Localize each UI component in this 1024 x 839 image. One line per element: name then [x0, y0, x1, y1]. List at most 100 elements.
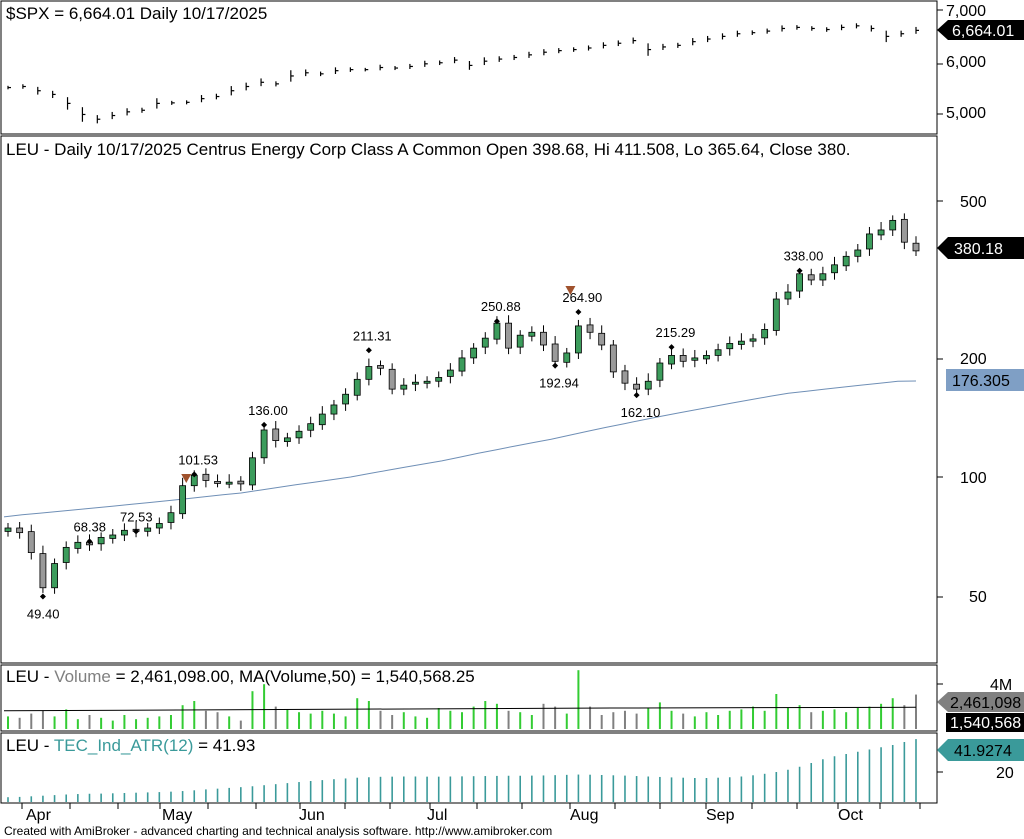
ma-last-tag: 176.305: [946, 369, 1024, 391]
candle-body: [470, 347, 478, 359]
spx-title: $SPX = 6,664.01 Daily 10/17/2025: [6, 4, 267, 23]
candle-body: [272, 428, 280, 441]
month-label: Oct: [838, 807, 863, 824]
price-tick-label: 500: [960, 194, 987, 211]
month-label: Aug: [570, 807, 598, 824]
price-last-tag: 380.18: [937, 237, 1024, 259]
month-label: Apr: [26, 807, 52, 824]
volume-series: [3, 670, 917, 729]
candle-body: [400, 384, 408, 390]
spx-tick-label: 7,000: [946, 3, 986, 20]
pivot-marker: [39, 593, 46, 600]
candle-body: [144, 527, 152, 532]
axes: [21, 9, 943, 809]
candle-body: [435, 377, 443, 382]
candle-body: [4, 527, 12, 532]
month-label: Sep: [706, 807, 735, 824]
candle-body: [505, 322, 512, 349]
atr-title: LEU - TEC_Ind_ATR(12) = 41.93: [6, 736, 255, 755]
volume-ma-tag-text: 1,540,568: [950, 715, 1021, 732]
candle-body: [249, 457, 256, 486]
candle-body: [237, 480, 245, 485]
atr-title-name: TEC_Ind_ATR(12): [54, 736, 194, 755]
candle-body: [74, 541, 82, 549]
candle-body: [214, 481, 221, 484]
price-tick-label: 200: [960, 351, 987, 368]
candle-body: [679, 355, 687, 362]
candle-body: [877, 229, 885, 236]
candle-body: [388, 368, 396, 390]
candle-body: [528, 331, 536, 337]
candle-body: [295, 430, 303, 439]
candle-body: [575, 325, 582, 354]
volume-title-prefix: LEU -: [6, 667, 54, 686]
pivot-label: 215.29: [656, 325, 696, 340]
month-label: Jul: [427, 807, 447, 824]
pivot-marker: [633, 392, 640, 399]
candle-body: [842, 255, 850, 267]
spx-tick-label: 6,000: [946, 54, 986, 71]
volume-panel-frame: [0, 664, 938, 732]
volume-title: LEU - Volume = 2,461,098.00, MA(Volume,5…: [6, 667, 475, 686]
candle-body: [39, 553, 47, 589]
volume-last-tag: 2,461,098: [937, 692, 1024, 712]
pivot-label: 136.00: [248, 403, 288, 418]
candle-body: [609, 344, 617, 373]
candle-body: [62, 546, 70, 563]
atr-tick-label: 20: [996, 765, 1014, 782]
candle-body: [412, 381, 419, 385]
candle-body: [563, 352, 571, 363]
pivot-marker: [133, 528, 140, 535]
candle-body: [691, 357, 699, 361]
pivot-marker: [261, 421, 268, 428]
volume-ma-tag: 1,540,568: [946, 713, 1024, 732]
candle-body: [819, 273, 827, 281]
candle-body: [377, 365, 384, 369]
candle-body: [109, 534, 117, 539]
volume-tick-label: 4M: [990, 677, 1012, 694]
candle-body: [772, 298, 780, 331]
footer-credit: Created with AmiBroker - advanced charti…: [4, 824, 552, 838]
price-title: LEU - Daily 10/17/2025 Centrus Energy Co…: [6, 140, 851, 159]
candle-body: [225, 481, 233, 485]
candle-body: [342, 393, 349, 405]
candle-body: [668, 355, 675, 365]
candle-body: [912, 242, 920, 252]
price-tick-label: 100: [960, 470, 987, 487]
candle-body: [202, 473, 210, 481]
candle-body: [586, 324, 594, 333]
atr-panel-frame: [0, 732, 938, 804]
month-label: May: [162, 807, 192, 824]
candle-body: [726, 343, 734, 350]
signal-arrow: [565, 286, 576, 295]
pivot-label: 68.38: [73, 519, 106, 534]
candle-body: [644, 380, 652, 390]
pivot-label: 250.88: [481, 299, 521, 314]
candle-body: [330, 404, 338, 415]
candle-body: [260, 429, 268, 459]
candle-body: [307, 423, 315, 431]
atr-last-tag: 41.9274: [937, 739, 1024, 761]
volume-title-text: = 2,461,098.00, MA(Volume,50) = 1,540,56…: [111, 667, 475, 686]
pivot-label: 338.00: [784, 249, 824, 264]
candle-body: [365, 366, 373, 380]
pivot-marker: [191, 471, 198, 478]
candle-body: [866, 233, 873, 250]
candle-body: [831, 264, 838, 274]
candle-body: [551, 343, 559, 362]
pivot-marker: [493, 318, 500, 325]
pivot-label: 72.53: [120, 509, 153, 524]
pivot-marker: [365, 347, 372, 354]
spx-tick-label: 5,000: [946, 105, 986, 122]
atr-series: [7, 739, 917, 802]
pivot-label: 264.90: [562, 290, 602, 305]
price-tick-label: 50: [969, 589, 987, 606]
candle-body: [493, 322, 501, 340]
pivot-label: 101.53: [178, 452, 218, 467]
volume-ma-line: [3, 706, 917, 712]
candle-body: [807, 274, 815, 281]
ma-last-tag-text: 176.305: [952, 373, 1010, 390]
candle-body: [749, 338, 757, 342]
candle-body: [761, 329, 769, 339]
